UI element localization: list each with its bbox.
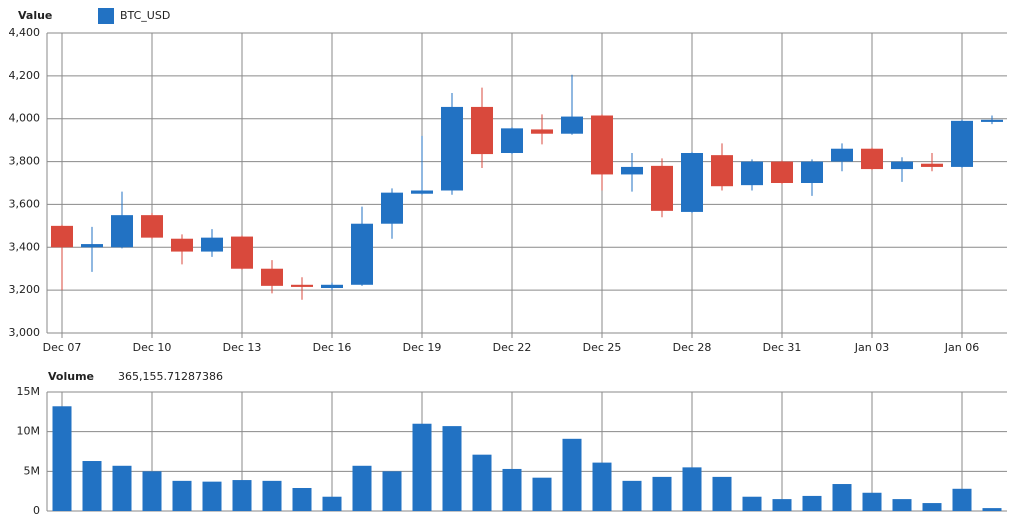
candle-body	[501, 128, 523, 153]
candle-body	[861, 148, 883, 170]
bar	[982, 508, 1002, 511]
x-tick-label: Dec 31	[763, 341, 802, 354]
candle-body	[411, 190, 433, 194]
bar	[622, 480, 642, 511]
chart-title: Volume	[48, 370, 94, 383]
bar	[52, 406, 72, 511]
bar	[412, 423, 432, 511]
bar	[202, 481, 222, 511]
bar	[712, 476, 732, 511]
x-tick-label: Dec 19	[403, 341, 442, 354]
candle-body	[531, 129, 553, 134]
bar	[352, 465, 372, 511]
y-tick-label: 3,600	[9, 197, 41, 210]
bar	[82, 461, 102, 511]
candle-body	[231, 236, 253, 269]
candle-body	[201, 237, 223, 252]
bar	[172, 480, 192, 511]
candle-body	[561, 116, 583, 134]
bar	[292, 487, 312, 511]
candle-body	[891, 161, 913, 170]
y-tick-label: 3,000	[9, 326, 41, 339]
bar	[532, 477, 552, 511]
candle-body	[351, 223, 373, 285]
candle-body	[711, 155, 733, 187]
bar	[562, 438, 582, 511]
bar	[592, 462, 612, 511]
bar	[472, 454, 492, 511]
candle-body	[981, 119, 1003, 122]
candle-body	[921, 163, 943, 167]
candle-body	[831, 148, 853, 162]
bar	[922, 503, 942, 511]
candle-body	[471, 106, 493, 155]
x-tick-label: Jan 06	[944, 341, 979, 354]
bar	[502, 468, 522, 511]
candle-body	[771, 161, 793, 183]
y-tick-label: 4,200	[9, 69, 41, 82]
candle-body	[741, 161, 763, 186]
candle-body	[801, 161, 823, 183]
bar	[952, 488, 972, 511]
candle-body	[591, 115, 613, 175]
y-tick-label: 3,200	[9, 283, 41, 296]
bar	[262, 480, 282, 511]
y-tick-label: 4,000	[9, 112, 41, 125]
candle-body	[291, 284, 313, 287]
legend-swatch	[98, 8, 114, 24]
x-tick-label: Dec 16	[313, 341, 352, 354]
bar	[862, 492, 882, 511]
candle-body	[261, 268, 283, 286]
candle-body	[381, 192, 403, 224]
y-tick-label: 15M	[17, 385, 41, 398]
bar	[652, 476, 672, 511]
x-tick-label: Dec 25	[583, 341, 622, 354]
bar	[682, 467, 702, 511]
candle-body	[441, 106, 463, 191]
bar	[832, 484, 852, 511]
x-tick-label: Dec 10	[133, 341, 172, 354]
x-tick-label: Jan 03	[854, 341, 889, 354]
bar	[112, 465, 132, 511]
y-tick-label: 4,400	[9, 26, 41, 39]
candle-body	[321, 284, 343, 288]
candle-body	[51, 225, 73, 248]
x-tick-label: Dec 22	[493, 341, 532, 354]
bar	[322, 496, 342, 511]
candle-body	[81, 244, 103, 248]
chart-title: Value	[18, 9, 52, 22]
candle-body	[111, 215, 133, 248]
y-tick-label: 10M	[17, 425, 41, 438]
y-tick-label: 5M	[24, 464, 41, 477]
bar	[232, 480, 252, 511]
y-tick-label: 0	[33, 504, 40, 517]
legend-value: 365,155.71287386	[118, 370, 223, 383]
y-tick-label: 3,800	[9, 155, 41, 168]
candle-body	[141, 215, 163, 238]
candle-body	[621, 166, 643, 175]
candle-body	[951, 120, 973, 167]
candle-body	[651, 165, 673, 211]
x-tick-label: Dec 28	[673, 341, 712, 354]
bar	[892, 499, 912, 511]
x-tick-label: Dec 07	[43, 341, 82, 354]
bar	[442, 426, 462, 511]
bar	[772, 499, 792, 511]
legend-label: BTC_USD	[120, 9, 170, 22]
bar	[142, 471, 162, 511]
candle-body	[681, 153, 703, 212]
bar	[802, 495, 822, 511]
y-tick-label: 3,400	[9, 240, 41, 253]
x-tick-label: Dec 13	[223, 341, 262, 354]
candle-body	[171, 238, 193, 252]
bar	[742, 496, 762, 511]
bar	[382, 471, 402, 511]
